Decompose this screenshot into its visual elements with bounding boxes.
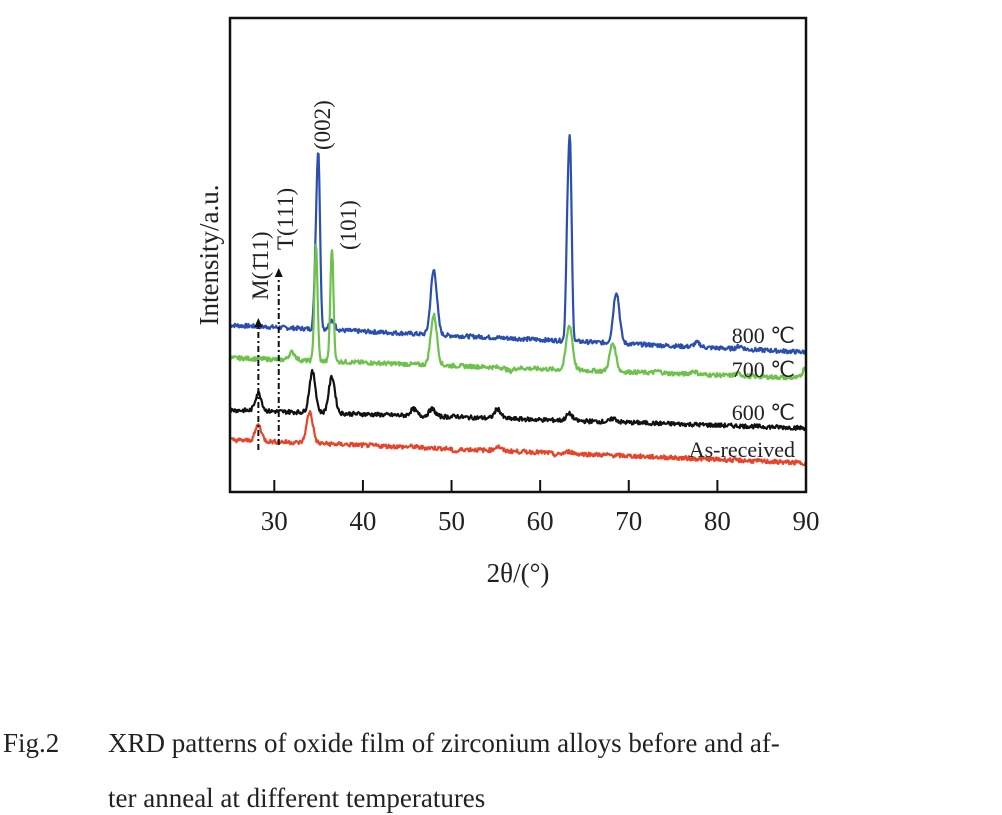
x-tick-label: 90 <box>793 506 820 536</box>
x-tick-label: 70 <box>615 506 642 536</box>
series-line-1 <box>229 243 807 381</box>
x-tick-label: 50 <box>438 506 465 536</box>
series-label: 600 ℃ <box>732 400 795 425</box>
arrow-head-icon <box>254 318 263 327</box>
plot-frame <box>228 16 808 494</box>
series-line-3 <box>229 410 807 467</box>
series-line-2 <box>229 368 807 432</box>
series-line-0 <box>229 134 807 355</box>
peak-annotation-2: (002) <box>310 100 335 150</box>
series-label: As-received <box>689 437 795 462</box>
series-label: 700 ℃ <box>732 357 795 382</box>
x-tick-label: 60 <box>527 506 554 536</box>
arrow-head-icon <box>274 268 283 277</box>
series-label: 800 ℃ <box>732 323 795 348</box>
x-tick-label: 30 <box>261 506 288 536</box>
caption-line-1: XRD patterns of oxide film of zirconium … <box>108 728 780 758</box>
peak-annotation-3: (101) <box>336 200 361 250</box>
peak-annotation-0: M(1̄11) <box>248 231 273 300</box>
peak-annotation-1: T(111) <box>273 188 298 250</box>
caption-line-2: ter anneal at different temperatures <box>108 783 486 813</box>
x-tick-label: 80 <box>704 506 731 536</box>
xrd-chart: 800 ℃ 700 ℃ 600 ℃ As-received 30 40 50 60 70 80 90… <box>194 16 820 588</box>
y-axis-label: Intensity/a.u. <box>194 185 224 326</box>
x-tick-label: 40 <box>349 506 376 536</box>
caption-label: Fig.2 <box>3 728 60 758</box>
x-axis-label: 2θ/(°) <box>487 558 550 588</box>
